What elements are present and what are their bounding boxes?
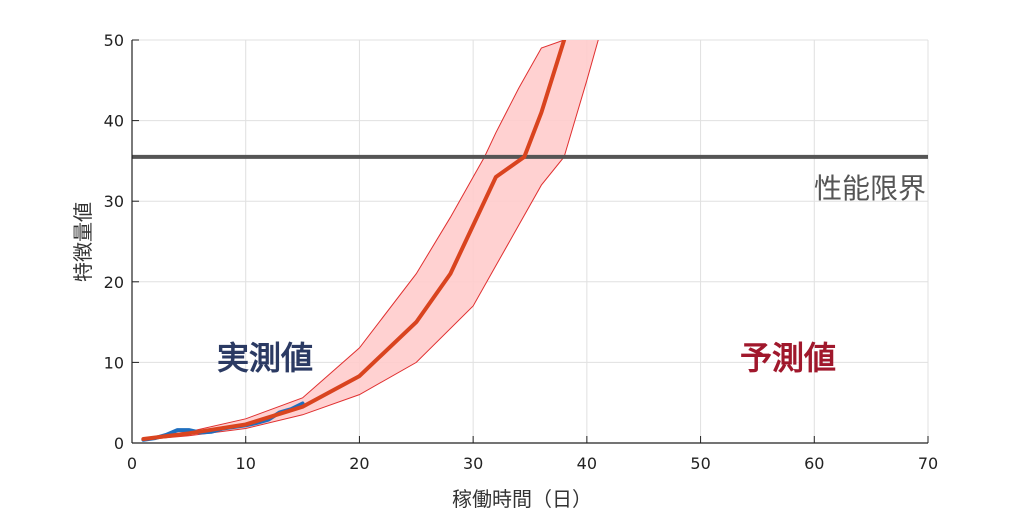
y-tick-label: 40	[104, 112, 124, 131]
prediction-band-layer	[143, 40, 599, 441]
axes	[131, 39, 929, 444]
x-tick-label: 30	[463, 454, 483, 473]
prediction-series-line	[141, 40, 567, 441]
y-axis-label: 特徴量値	[71, 202, 95, 282]
x-tick-label: 50	[690, 454, 710, 473]
x-tick-labels: 0 10 20 30 40 50 60 70	[127, 454, 938, 473]
x-tick-label: 20	[349, 454, 369, 473]
x-tick-label: 10	[236, 454, 256, 473]
x-tick-label: 40	[577, 454, 597, 473]
y-tick-label: 10	[104, 353, 124, 372]
measured-annotation: 実測値	[217, 339, 313, 377]
x-tick-label: 70	[918, 454, 938, 473]
y-tick-label: 30	[104, 192, 124, 211]
y-tick-labels: 0 10 20 30 40 50	[104, 31, 124, 453]
y-tick-label: 50	[104, 31, 124, 50]
grid-lines	[132, 39, 929, 443]
y-tick-label: 0	[114, 434, 124, 453]
threshold-label: 性能限界	[814, 172, 926, 205]
x-tick-label: 60	[804, 454, 824, 473]
x-axis-label: 稼働時間（日）	[452, 487, 592, 511]
y-tick-label: 20	[104, 273, 124, 292]
predicted-annotation: 予測値	[740, 339, 836, 377]
series-layer	[141, 40, 567, 442]
upper-bound-line	[143, 40, 565, 439]
x-tick-label: 0	[127, 454, 137, 473]
prediction-band	[143, 40, 599, 440]
